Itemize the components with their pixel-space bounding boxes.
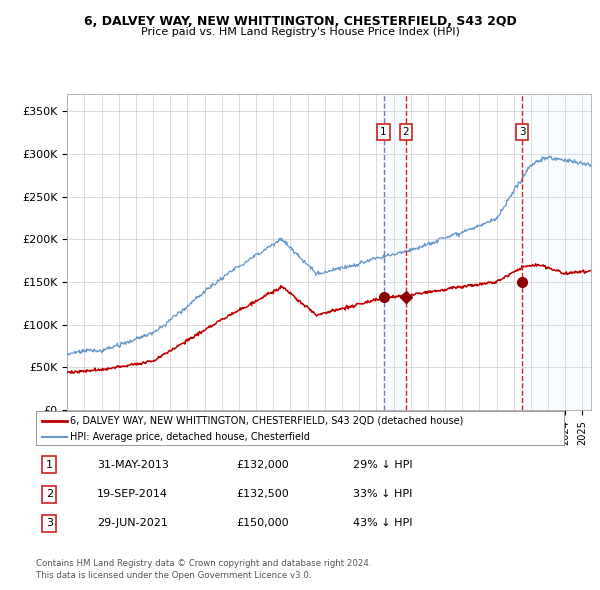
Text: 3: 3 <box>519 127 526 137</box>
Text: HPI: Average price, detached house, Chesterfield: HPI: Average price, detached house, Ches… <box>70 432 310 442</box>
Text: Contains HM Land Registry data © Crown copyright and database right 2024.: Contains HM Land Registry data © Crown c… <box>36 559 371 568</box>
Text: 6, DALVEY WAY, NEW WHITTINGTON, CHESTERFIELD, S43 2QD: 6, DALVEY WAY, NEW WHITTINGTON, CHESTERF… <box>83 15 517 28</box>
Text: 2: 2 <box>46 489 53 499</box>
Text: £150,000: £150,000 <box>236 519 289 529</box>
Text: 3: 3 <box>46 519 53 529</box>
Text: £132,500: £132,500 <box>236 489 289 499</box>
Text: 1: 1 <box>380 127 387 137</box>
Text: This data is licensed under the Open Government Licence v3.0.: This data is licensed under the Open Gov… <box>36 571 311 580</box>
Text: £132,000: £132,000 <box>236 460 289 470</box>
Text: 1: 1 <box>46 460 53 470</box>
Text: 29-JUN-2021: 29-JUN-2021 <box>97 519 167 529</box>
Bar <box>383 94 406 410</box>
Text: 29% ↓ HPI: 29% ↓ HPI <box>353 460 412 470</box>
Text: 33% ↓ HPI: 33% ↓ HPI <box>353 489 412 499</box>
Text: Price paid vs. HM Land Registry's House Price Index (HPI): Price paid vs. HM Land Registry's House … <box>140 27 460 37</box>
Text: 31-MAY-2013: 31-MAY-2013 <box>97 460 169 470</box>
Text: 19-SEP-2014: 19-SEP-2014 <box>97 489 168 499</box>
Text: 2: 2 <box>403 127 409 137</box>
Bar <box>522 94 591 410</box>
Text: 43% ↓ HPI: 43% ↓ HPI <box>353 519 412 529</box>
Text: 6, DALVEY WAY, NEW WHITTINGTON, CHESTERFIELD, S43 2QD (detached house): 6, DALVEY WAY, NEW WHITTINGTON, CHESTERF… <box>70 416 464 426</box>
